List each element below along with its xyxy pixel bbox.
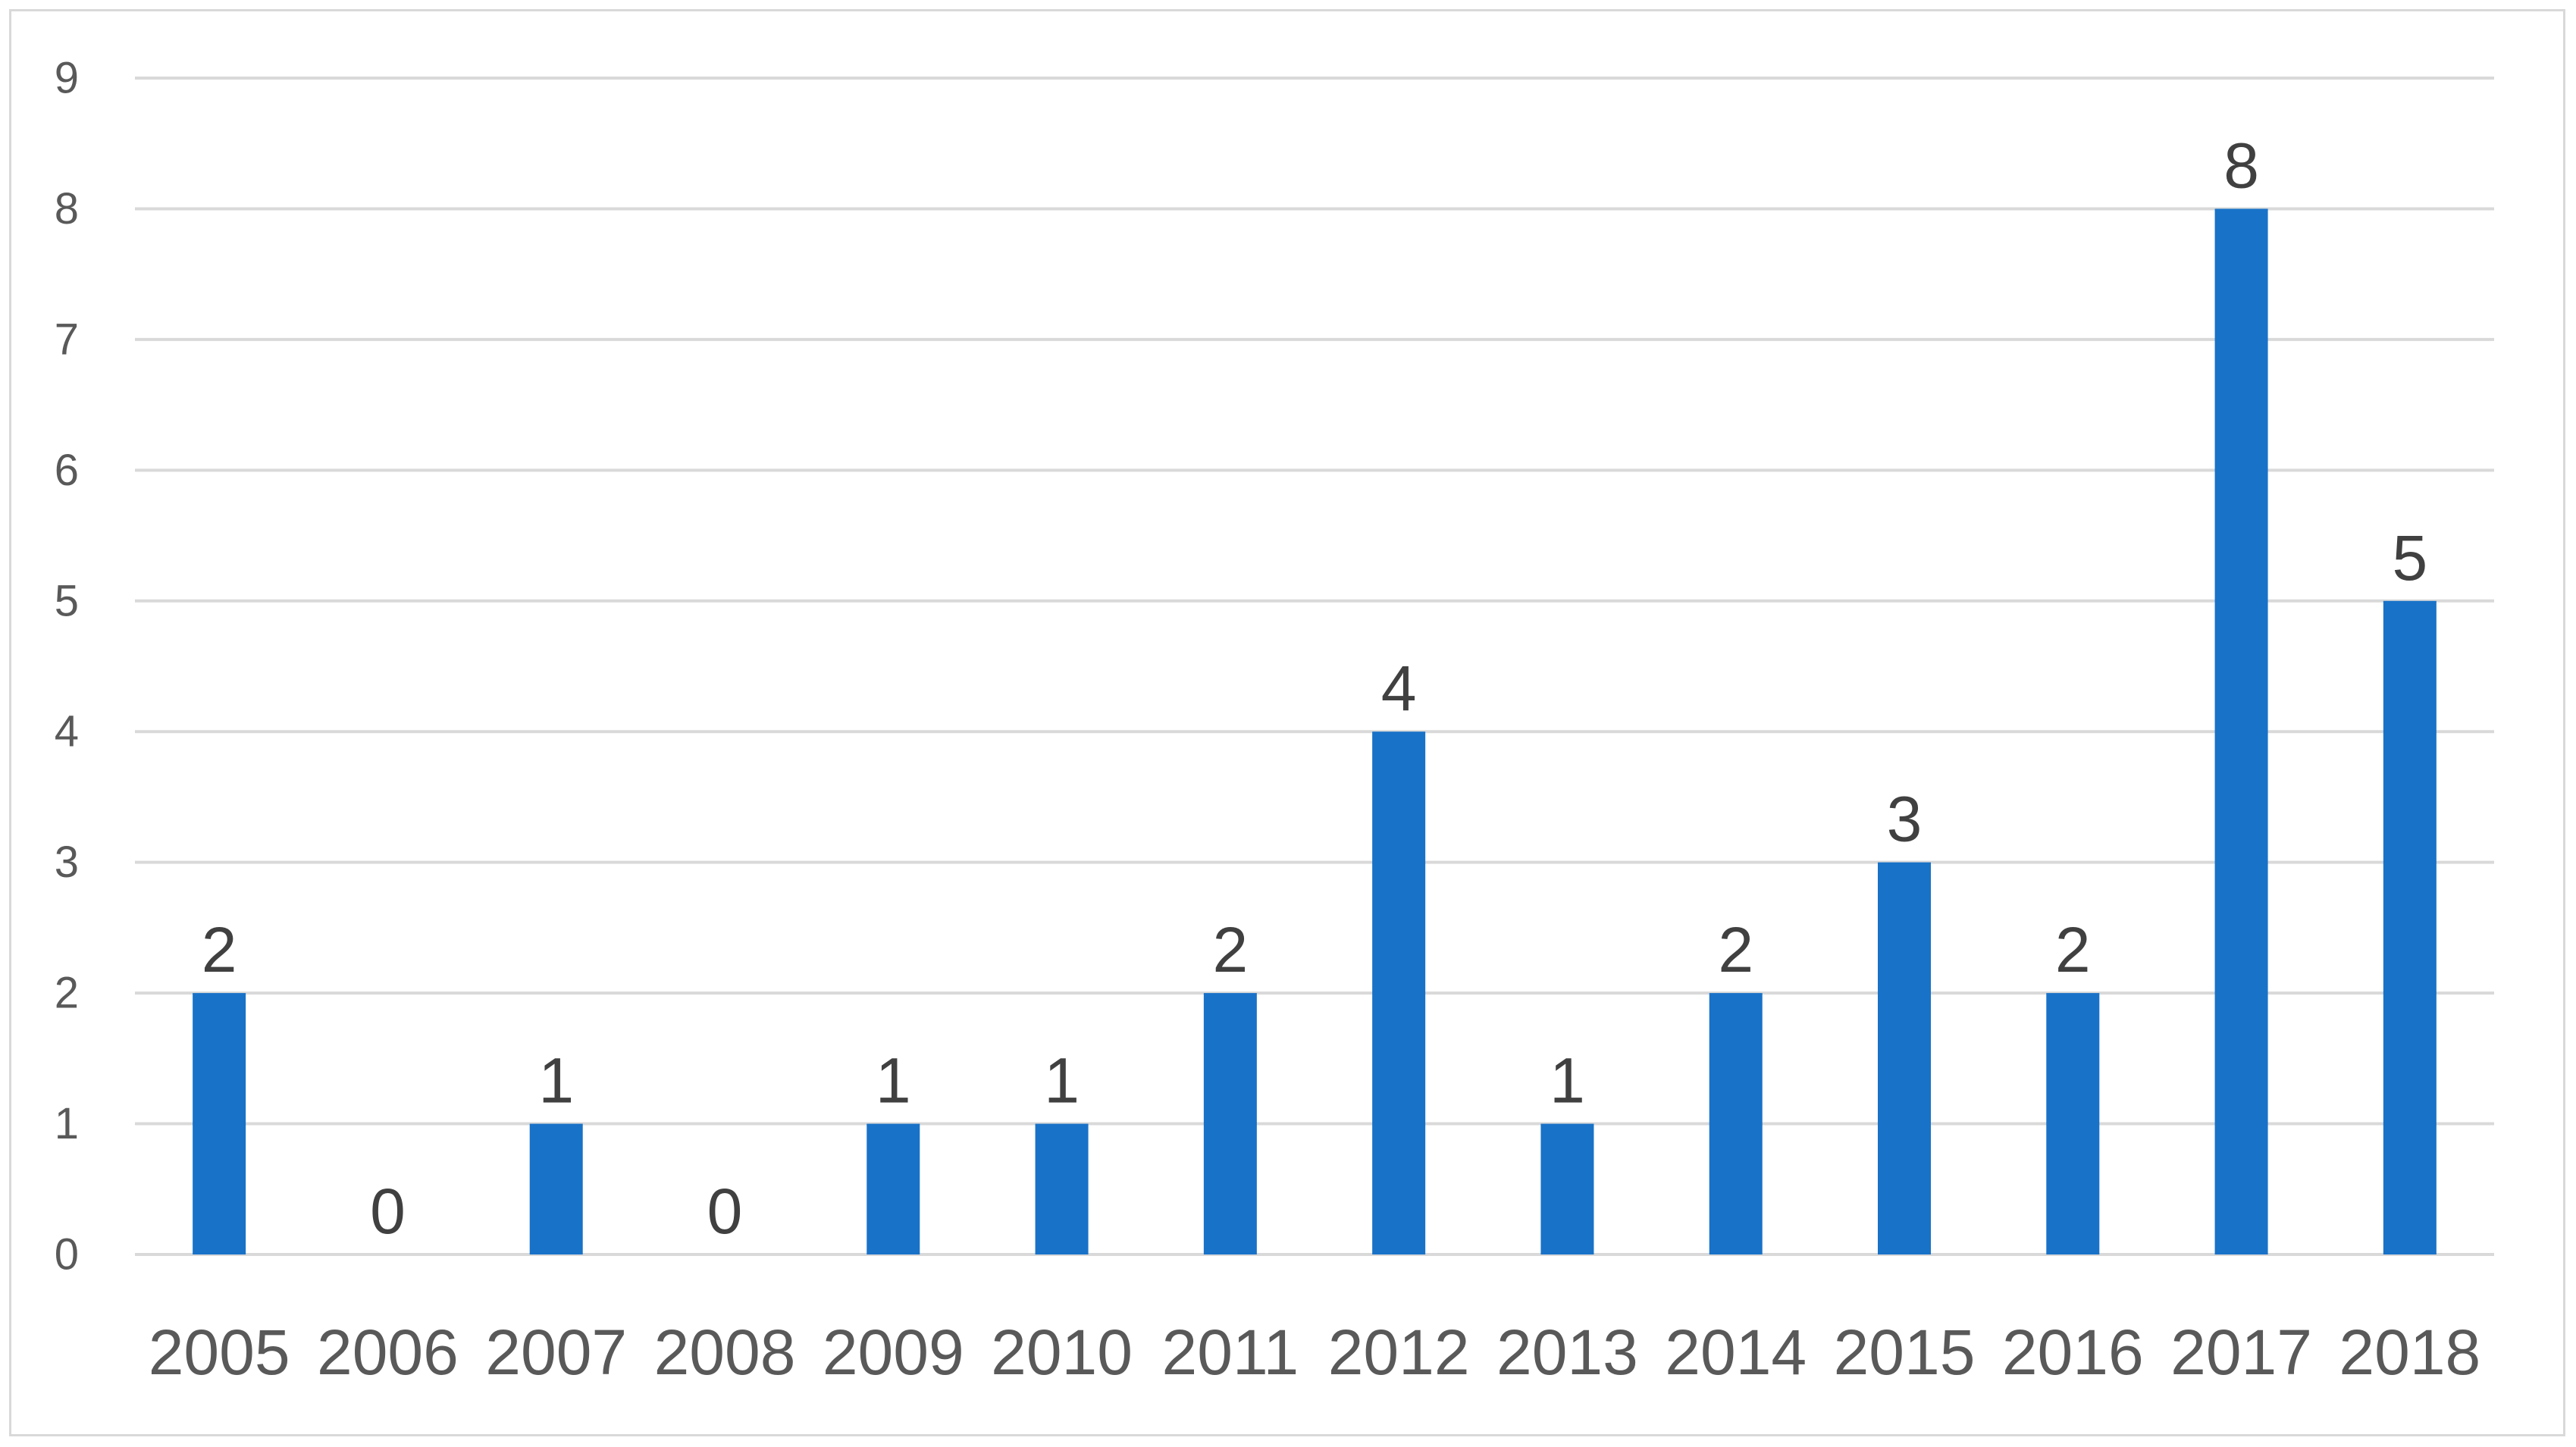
data-label-2007: 1 (538, 1045, 574, 1117)
data-label-2008: 0 (707, 1176, 743, 1247)
bar-2016 (2046, 993, 2100, 1254)
bar-2010 (1035, 1123, 1089, 1254)
x-tick-label-2007: 2007 (485, 1317, 627, 1388)
y-tick-label: 8 (55, 184, 79, 233)
bar-2015 (1878, 862, 1931, 1254)
bar-2014 (1709, 993, 1763, 1254)
x-tick-label-2016: 2016 (2002, 1317, 2144, 1388)
x-tick-label-2014: 2014 (1665, 1317, 1807, 1388)
bar-2011 (1203, 993, 1257, 1254)
y-tick-label: 1 (55, 1099, 79, 1148)
x-tick-label-2015: 2015 (1834, 1317, 1976, 1388)
y-tick-label: 7 (55, 315, 79, 364)
bar-2018 (2383, 600, 2437, 1254)
data-label-2005: 2 (202, 914, 237, 985)
data-label-2015: 3 (1887, 784, 1923, 855)
gridlines (135, 77, 2494, 1256)
data-label-2018: 5 (2392, 522, 2427, 594)
data-label-2010: 1 (1044, 1045, 1080, 1117)
bar-2007 (529, 1123, 583, 1254)
data-label-2012: 4 (1381, 653, 1417, 724)
bar-2012 (1372, 731, 1426, 1254)
y-tick-label: 2 (55, 969, 79, 1018)
bar-2005 (193, 993, 246, 1254)
data-label-2009: 1 (876, 1045, 911, 1117)
bar-2009 (867, 1123, 920, 1254)
data-label-2016: 2 (2055, 914, 2091, 985)
data-labels: 2 0 1 0 1 1 2 4 1 2 3 2 8 5 (202, 130, 2427, 1247)
y-tick-label: 4 (55, 707, 79, 756)
bars (193, 208, 2437, 1254)
y-tick-label: 3 (55, 838, 79, 887)
data-label-2014: 2 (1718, 914, 1753, 985)
data-label-2017: 8 (2223, 130, 2259, 201)
data-label-2006: 0 (370, 1176, 406, 1247)
bar-2017 (2214, 208, 2268, 1254)
x-tick-label-2013: 2013 (1496, 1317, 1638, 1388)
y-tick-label: 6 (55, 446, 79, 495)
y-tick-label: 5 (55, 576, 79, 625)
x-tick-label-2006: 2006 (317, 1317, 459, 1388)
x-axis-ticks: 2005 2006 2007 2008 2009 2010 2011 2012 2013 2014… (149, 1317, 2481, 1388)
chart-frame (9, 9, 2565, 1436)
x-tick-label-2017: 2017 (2170, 1317, 2312, 1388)
x-tick-label-2005: 2005 (149, 1317, 290, 1388)
data-label-2011: 2 (1212, 914, 1248, 985)
x-tick-label-2012: 2012 (1328, 1317, 1470, 1388)
x-tick-label-2010: 2010 (991, 1317, 1133, 1388)
bar-2013 (1540, 1123, 1594, 1254)
x-tick-label-2009: 2009 (823, 1317, 964, 1388)
y-axis-ticks: 0 1 2 3 4 5 6 7 8 9 (55, 54, 79, 1279)
x-tick-label-2008: 2008 (654, 1317, 796, 1388)
x-tick-label-2011: 2011 (1162, 1317, 1299, 1388)
y-tick-label: 0 (55, 1230, 79, 1279)
data-label-2013: 1 (1550, 1045, 1585, 1117)
y-tick-label: 9 (55, 54, 79, 103)
x-tick-label-2018: 2018 (2339, 1317, 2480, 1388)
